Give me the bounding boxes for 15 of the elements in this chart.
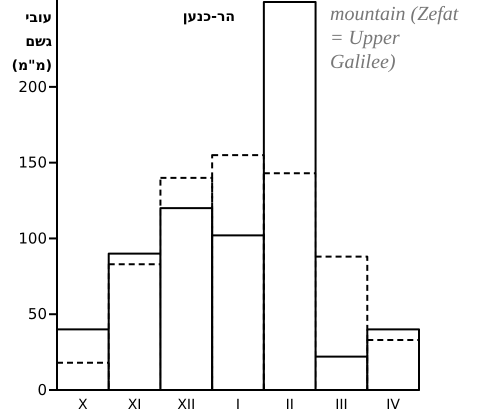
y-tick-label: 200 xyxy=(18,78,47,96)
x-tick-label: II xyxy=(286,397,294,413)
y-tick-label: 100 xyxy=(18,229,47,248)
x-tick-label: XII xyxy=(177,397,196,413)
x-tick-label: XI xyxy=(128,397,142,413)
annotation: mountain (Zefat = Upper Galilee) xyxy=(330,2,460,74)
x-tick-label: IV xyxy=(386,397,400,413)
x-tick-label: X xyxy=(78,397,88,413)
y-tick-label: 150 xyxy=(18,154,47,172)
y-axis-title: עובי גשם (מ"מ) xyxy=(10,9,52,76)
y-tick-label: 0 xyxy=(37,381,47,399)
y-tick-label: 50 xyxy=(28,305,47,324)
x-tick-label: I xyxy=(236,397,240,413)
text: הר-כנען xyxy=(182,9,235,25)
x-tick-label: III xyxy=(335,397,348,413)
